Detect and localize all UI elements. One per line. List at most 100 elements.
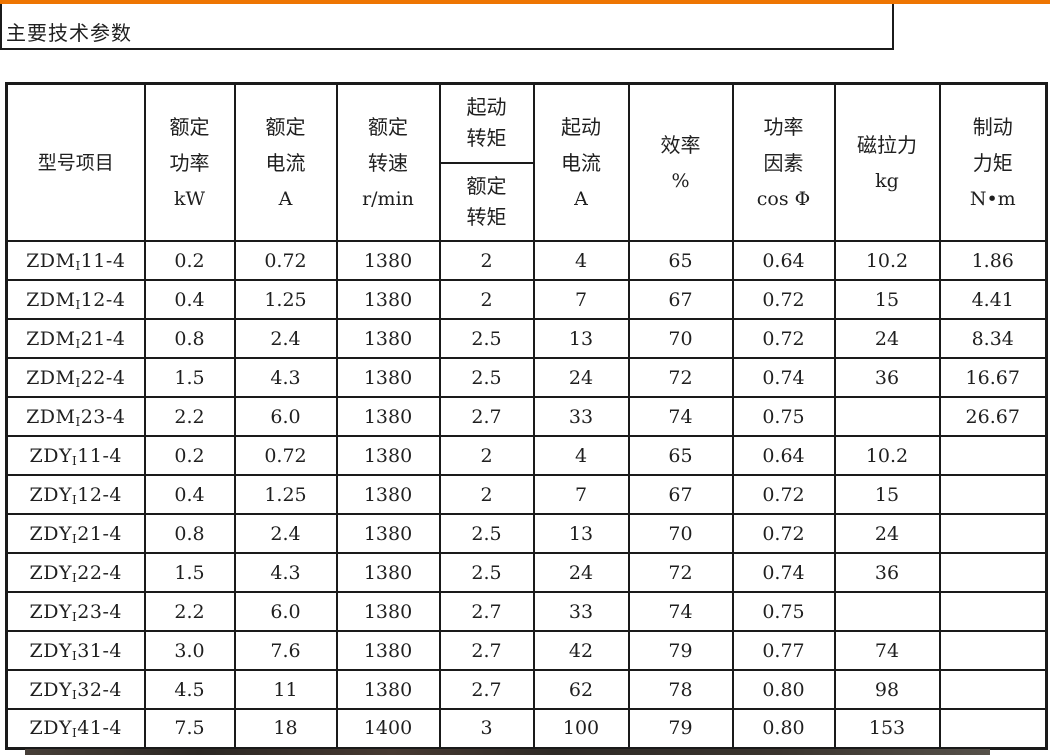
table-row: ZDYI23-4 2.2 6.0 1380 2.7 33 74 0.75: [5, 591, 1048, 632]
value-cell: 2: [438, 279, 535, 320]
value-cell: 0.75: [731, 591, 836, 632]
header-label: 转矩: [466, 126, 507, 151]
model-text: ZDM: [26, 249, 76, 272]
value-cell: 0.8: [143, 318, 236, 359]
value-cell: 2.5: [438, 318, 535, 359]
column-header-magnetic-pull: 磁拉力 kg: [833, 82, 941, 242]
column-header-rated-power: 额定 功率 kW: [143, 82, 236, 242]
value-cell: 0.72: [731, 474, 836, 515]
model-cell: ZDYI21-4: [5, 513, 146, 554]
model-text: ZDY: [29, 483, 73, 506]
model-text: I: [75, 258, 81, 273]
model-cell: ZDYI22-4: [5, 552, 146, 593]
header-unit: cos Φ: [756, 187, 811, 210]
value-cell: 16.67: [938, 357, 1048, 398]
value-cell: 7: [532, 279, 630, 320]
value-cell: 2.5: [438, 552, 535, 593]
column-header-rated-speed: 额定 转速 r/min: [335, 82, 441, 242]
table-row: ZDYI21-4 0.8 2.4 1380 2.5 13 70 0.72 24: [5, 513, 1048, 554]
model-text: I: [72, 531, 78, 546]
value-cell: [833, 591, 941, 632]
table-row: ZDYI22-4 1.5 4.3 1380 2.5 24 72 0.74 36: [5, 552, 1048, 593]
value-cell: 36: [833, 552, 941, 593]
header-label: 型号项目: [37, 151, 114, 174]
model-text: ZDY: [29, 522, 73, 545]
value-cell: 1.25: [233, 279, 338, 320]
value-cell: 4.3: [233, 552, 338, 593]
value-cell: 2.5: [438, 513, 535, 554]
model-text: 32-4: [77, 678, 122, 701]
header-label: 效率: [660, 132, 701, 157]
value-cell: 2: [438, 240, 535, 281]
value-cell: 74: [833, 630, 941, 671]
value-cell: 0.72: [731, 279, 836, 320]
value-cell: [938, 591, 1048, 632]
value-cell: 8.34: [938, 318, 1048, 359]
table-row: ZDYI32-4 4.5 11 1380 2.7 62 78 0.80 98: [5, 669, 1048, 710]
value-cell: 3.0: [143, 630, 236, 671]
model-text: I: [72, 609, 78, 624]
value-cell: 13: [532, 513, 630, 554]
value-cell: 11: [233, 669, 338, 710]
model-text: ZDY: [29, 639, 73, 662]
value-cell: 15: [833, 279, 941, 320]
value-cell: 6.0: [233, 591, 338, 632]
value-cell: 0.74: [731, 552, 836, 593]
column-header-braking-torque: 制动 力矩 N•m: [938, 82, 1048, 242]
model-cell: ZDYI41-4: [5, 708, 146, 749]
table-row: ZDMI11-4 0.2 0.72 1380 2 4 65 0.64 10.2 1.86: [5, 240, 1048, 281]
value-cell: 24: [532, 357, 630, 398]
value-cell: 0.80: [731, 669, 836, 710]
model-cell: ZDYI11-4: [5, 435, 146, 476]
table-row: ZDYI41-4 7.5 18 1400 3 100 79 0.80 153: [5, 708, 1048, 749]
value-cell: 1380: [335, 513, 441, 554]
model-text: 21-4: [77, 522, 122, 545]
column-header-starting-current: 起动 电流 A: [532, 82, 630, 242]
model-cell: ZDYI31-4: [5, 630, 146, 671]
value-cell: [938, 708, 1048, 749]
value-cell: 4: [532, 240, 630, 281]
column-header-model: 型号项目: [5, 82, 146, 242]
table-body: ZDMI11-4 0.2 0.72 1380 2 4 65 0.64 10.2 1.86 ZDMI1…: [5, 240, 1048, 749]
model-text: I: [72, 570, 78, 585]
model-text: ZDY: [29, 444, 73, 467]
model-text: 23-4: [77, 600, 122, 623]
value-cell: 42: [532, 630, 630, 671]
value-cell: 65: [627, 240, 734, 281]
model-text: I: [75, 414, 81, 429]
header-label: 磁拉力: [857, 132, 917, 157]
header-label: 额定: [466, 173, 507, 198]
value-cell: 79: [627, 630, 734, 671]
model-cell: ZDMI23-4: [5, 396, 146, 437]
header-label: 转速: [368, 150, 408, 175]
value-cell: 0.74: [731, 357, 836, 398]
model-text: ZDY: [29, 678, 73, 701]
value-cell: 2: [438, 474, 535, 515]
header-label: 起动: [561, 114, 601, 139]
value-cell: 78: [627, 669, 734, 710]
model-text: ZDY: [29, 717, 73, 740]
header-label: 额定: [169, 114, 210, 139]
model-text: 23-4: [80, 405, 126, 428]
model-cell: ZDMI22-4: [5, 357, 146, 398]
header-label: 电流: [265, 150, 306, 175]
value-cell: 0.2: [143, 240, 236, 281]
value-cell: 33: [532, 396, 630, 437]
model-text: 21-4: [80, 327, 126, 350]
value-cell: 1380: [335, 552, 441, 593]
value-cell: 1380: [335, 435, 441, 476]
value-cell: 0.64: [731, 435, 836, 476]
value-cell: 0.72: [233, 435, 338, 476]
value-cell: 0.2: [143, 435, 236, 476]
value-cell: 4.3: [233, 357, 338, 398]
header-label: 额定: [368, 114, 408, 139]
value-cell: 24: [532, 552, 630, 593]
value-cell: 79: [627, 708, 734, 749]
header-unit: r/min: [362, 187, 414, 210]
value-cell: 6.0: [233, 396, 338, 437]
header-label: 因素: [763, 150, 804, 175]
table-row: ZDMI22-4 1.5 4.3 1380 2.5 24 72 0.74 36 16.67: [5, 357, 1048, 398]
model-text: 41-4: [77, 717, 122, 740]
value-cell: 0.75: [731, 396, 836, 437]
model-text: I: [72, 687, 78, 702]
